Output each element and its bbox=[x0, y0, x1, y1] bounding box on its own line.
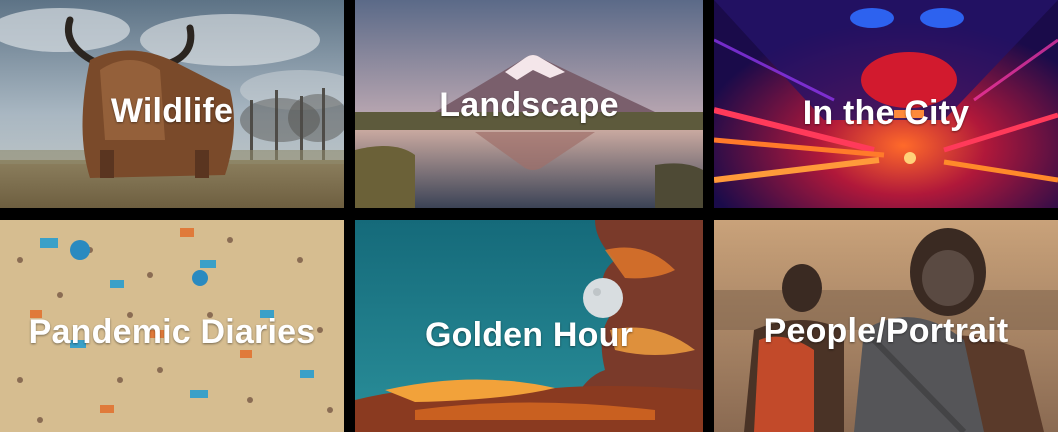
category-tile-golden-hour[interactable]: Golden Hour bbox=[355, 220, 703, 432]
category-tile-wildlife[interactable]: Wildlife bbox=[0, 0, 344, 208]
category-label: Pandemic Diaries bbox=[28, 313, 316, 351]
category-tile-in-the-city[interactable]: In the City bbox=[714, 0, 1058, 208]
category-label: Wildlife bbox=[110, 92, 234, 130]
category-tile-people-portrait[interactable]: People/Portrait bbox=[714, 220, 1058, 432]
category-tile-landscape[interactable]: Landscape bbox=[355, 0, 703, 208]
portrait-photo-icon bbox=[714, 220, 1058, 432]
sunset-clouds-moon-photo-icon bbox=[355, 220, 703, 432]
category-label: People/Portrait bbox=[763, 312, 1009, 350]
category-label: Landscape bbox=[439, 86, 619, 124]
crowded-beach-photo-icon bbox=[0, 220, 344, 432]
category-tile-pandemic-diaries[interactable]: Pandemic Diaries bbox=[0, 220, 344, 432]
mountain-lake-photo-icon bbox=[355, 0, 703, 208]
category-label: Golden Hour bbox=[424, 316, 634, 354]
neon-tunnel-photo-icon bbox=[714, 0, 1058, 208]
highland-cow-photo-icon bbox=[0, 0, 344, 208]
category-label: In the City bbox=[802, 94, 970, 132]
